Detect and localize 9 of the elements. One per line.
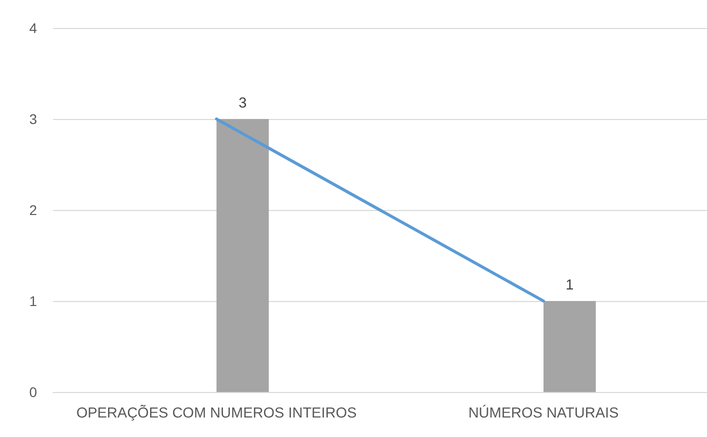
x-tick-label: OPERAÇÕES COM NUMEROS INTEIROS [76,404,357,422]
data-label: 3 [238,96,247,112]
y-tick-label: 4 [29,20,38,36]
x-tick-label: NÚMEROS NATURAIS [468,404,619,422]
y-tick-label: 3 [29,111,38,127]
y-tick-label: 0 [29,384,38,400]
y-tick-label: 2 [29,202,38,218]
data-label: 1 [566,278,574,294]
y-tick-label: 1 [29,293,38,309]
